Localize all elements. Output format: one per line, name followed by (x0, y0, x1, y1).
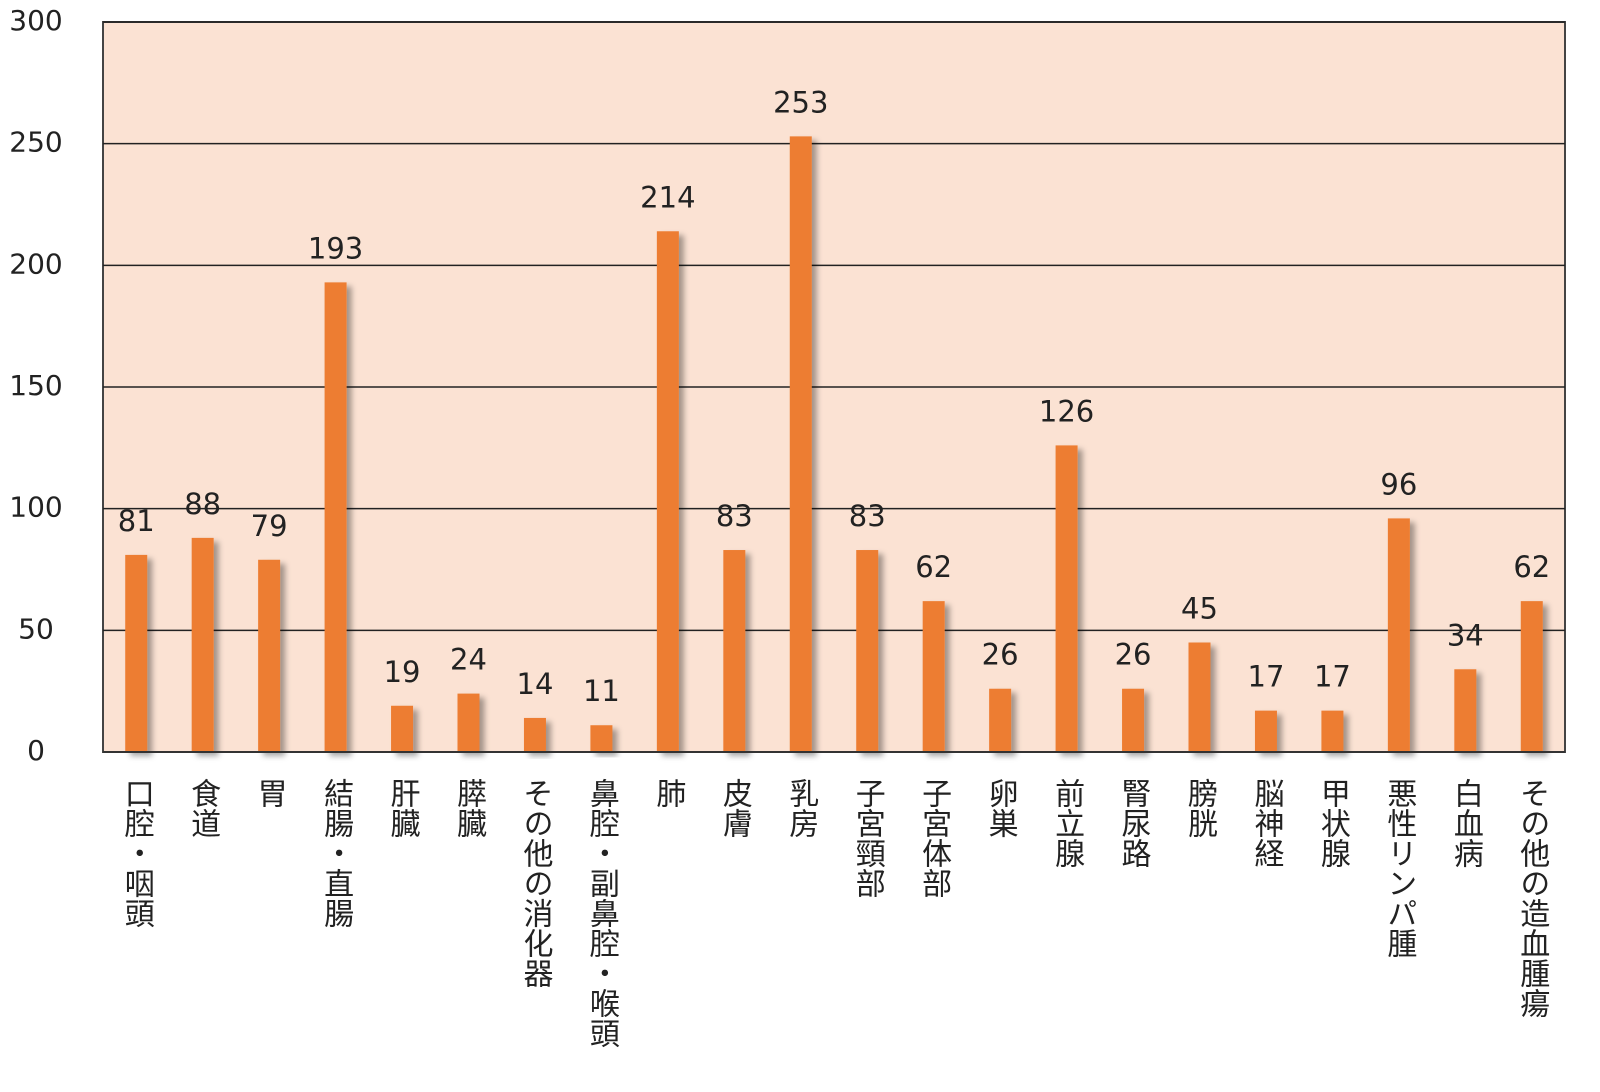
value-label: 253 (773, 85, 828, 119)
value-label: 14 (517, 667, 554, 701)
x-tick-label: 子宮体部 (916, 778, 952, 898)
bar (258, 559, 281, 752)
bar (1520, 601, 1543, 752)
value-label: 96 (1380, 467, 1417, 501)
bar (523, 717, 546, 752)
bar (856, 550, 879, 752)
x-tick-label: 卵巣 (983, 778, 1018, 838)
bar (391, 705, 414, 752)
bar (723, 550, 746, 752)
value-label: 62 (1513, 550, 1550, 584)
bar (1122, 688, 1145, 752)
x-tick-label: 肺 (650, 778, 686, 808)
value-label: 17 (1248, 660, 1285, 694)
value-label: 24 (450, 643, 487, 677)
value-label: 126 (1039, 394, 1094, 428)
x-tick-label: 結腸・直腸 (318, 778, 354, 928)
y-tick-label: 300 (9, 4, 62, 37)
value-label: 62 (915, 550, 952, 584)
value-label: 26 (1115, 638, 1152, 672)
value-label: 83 (849, 499, 886, 533)
x-tick-label: 胃 (252, 778, 287, 808)
value-label: 81 (118, 504, 155, 538)
x-tick-label: その他の造血腫瘍 (1514, 778, 1550, 1018)
x-tick-label: 肝臓 (385, 778, 421, 838)
bar (1321, 710, 1344, 752)
bar (1055, 445, 1078, 752)
bar (1188, 642, 1211, 752)
bar (1387, 518, 1410, 752)
x-tick-label: 甲状腺 (1315, 778, 1351, 868)
value-label: 88 (184, 487, 221, 521)
value-label: 214 (640, 180, 695, 214)
bar (457, 693, 480, 752)
y-tick-label: 0 (27, 734, 45, 767)
x-tick-label: 乳房 (783, 778, 819, 838)
value-label: 79 (251, 509, 288, 543)
y-tick-label: 250 (9, 126, 62, 159)
value-label: 193 (308, 231, 363, 265)
value-label: 17 (1314, 660, 1351, 694)
bar (125, 554, 148, 752)
bar (789, 136, 812, 752)
x-tick-label: 膀胱 (1182, 778, 1218, 838)
x-tick-label: 食道 (185, 778, 220, 838)
bar (1254, 710, 1277, 752)
bar (922, 601, 945, 752)
x-tick-label: 悪性リンパ腫 (1381, 778, 1417, 958)
x-tick-label: 口腔・咽頭 (119, 778, 155, 928)
x-tick-label: 子宮頸部 (850, 778, 885, 898)
bar (590, 725, 613, 752)
x-tick-label: 膵臓 (451, 778, 487, 838)
x-tick-label: 白血病 (1448, 778, 1483, 868)
value-label: 83 (716, 499, 753, 533)
value-label: 34 (1447, 618, 1484, 652)
bar (656, 231, 679, 752)
x-tick-label: 脳神経 (1248, 778, 1284, 868)
y-tick-label: 150 (9, 369, 62, 402)
x-tick-label: 鼻腔・副鼻腔・喉頭 (584, 778, 620, 1048)
x-tick-label: その他の消化器 (517, 778, 553, 988)
y-tick-label: 50 (18, 612, 54, 645)
bar (324, 282, 347, 752)
value-label: 11 (583, 674, 620, 708)
bar (1454, 669, 1477, 752)
bar (989, 688, 1012, 752)
value-label: 45 (1181, 592, 1218, 626)
y-tick-label: 100 (9, 491, 62, 524)
value-label: 26 (982, 638, 1019, 672)
bar (191, 537, 214, 752)
x-tick-label: 前立腺 (1049, 778, 1085, 868)
x-tick-label: 皮膚 (717, 778, 753, 838)
value-label: 19 (384, 655, 421, 689)
x-tick-label: 腎尿路 (1116, 778, 1152, 868)
y-tick-label: 200 (9, 247, 62, 280)
